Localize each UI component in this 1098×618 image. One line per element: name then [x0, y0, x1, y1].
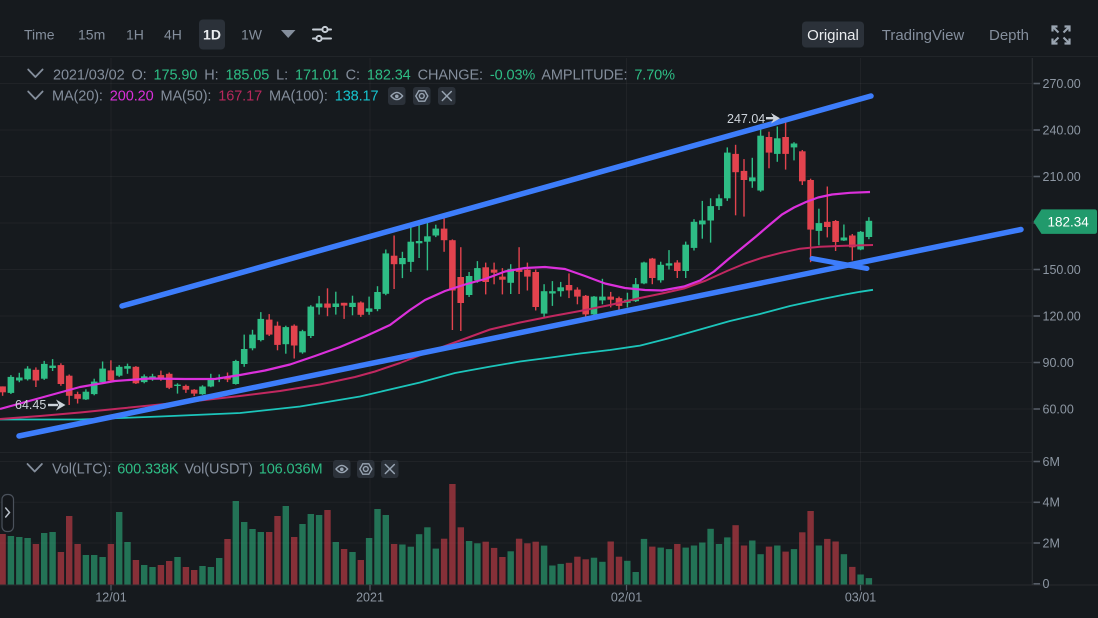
- svg-text:02/01: 02/01: [611, 591, 642, 605]
- svg-text:240.00: 240.00: [1043, 123, 1081, 137]
- svg-text:210.00: 210.00: [1043, 170, 1081, 184]
- svg-text:2M: 2M: [1043, 536, 1060, 550]
- svg-text:2021/03/02 O: 175.90 H: 185.05: 2021/03/02 O: 175.90 H: 185.05 L: 171.01…: [53, 67, 675, 83]
- svg-text:60.00: 60.00: [1043, 402, 1074, 416]
- svg-text:4M: 4M: [1043, 496, 1060, 510]
- svg-text:150.00: 150.00: [1043, 263, 1081, 277]
- svg-text:TradingView: TradingView: [882, 27, 965, 44]
- svg-text:2021: 2021: [356, 591, 384, 605]
- svg-text:1H: 1H: [126, 27, 144, 43]
- svg-text:90.00: 90.00: [1043, 356, 1074, 370]
- svg-text:64.45: 64.45: [15, 398, 46, 412]
- svg-text:Vol(LTC): 600.338K Vol(USDT) 1: Vol(LTC): 600.338K Vol(USDT) 106.036M: [52, 462, 322, 478]
- svg-text:Depth: Depth: [989, 27, 1029, 44]
- svg-text:12/01: 12/01: [95, 591, 126, 605]
- svg-text:270.00: 270.00: [1043, 77, 1081, 91]
- svg-text:1W: 1W: [241, 27, 263, 43]
- svg-text:120.00: 120.00: [1043, 309, 1081, 323]
- svg-text:Time: Time: [24, 27, 55, 43]
- svg-text:182.34: 182.34: [1048, 214, 1090, 229]
- svg-text:03/01: 03/01: [845, 591, 876, 605]
- svg-text:247.04: 247.04: [727, 112, 765, 126]
- svg-text:0: 0: [1043, 577, 1050, 591]
- svg-text:1D: 1D: [203, 27, 221, 43]
- svg-text:15m: 15m: [78, 27, 105, 43]
- svg-text:MA(20): 200.20 MA(50): 167.17: MA(20): 200.20 MA(50): 167.17 MA(100): 1…: [52, 89, 379, 105]
- svg-text:4H: 4H: [164, 27, 182, 43]
- svg-text:Original: Original: [807, 27, 859, 44]
- svg-text:6M: 6M: [1043, 455, 1060, 469]
